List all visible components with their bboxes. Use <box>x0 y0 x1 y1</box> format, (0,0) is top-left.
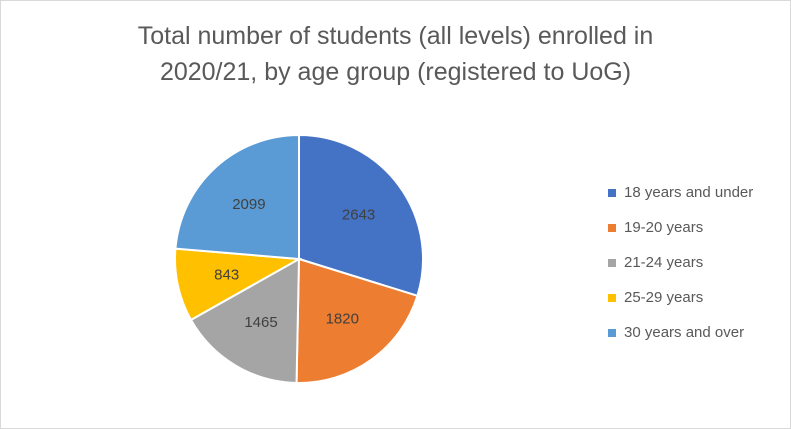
data-label-21-24: 1465 <box>244 314 277 331</box>
pie-slice-19-20 <box>295 257 419 384</box>
legend-item-30-and-over: 30 years and over <box>608 315 753 350</box>
legend-swatch-25-29 <box>608 294 616 302</box>
data-label-25-29: 843 <box>214 266 239 283</box>
legend-label-18-and-under: 18 years and under <box>624 184 754 201</box>
legend-item-25-29: 25-29 years <box>608 280 753 315</box>
data-label-18-and-under: 2643 <box>342 207 375 224</box>
pie-slice-21-24 <box>189 257 301 384</box>
chart-title-line-2: 2020/21, by age group (registered to UoG… <box>159 58 632 86</box>
data-label-19-20: 1820 <box>326 311 359 328</box>
legend-label-30-and-over: 30 years and over <box>624 324 745 341</box>
legend-swatch-18-and-under <box>608 189 616 197</box>
legend-item-21-24: 21-24 years <box>608 245 753 280</box>
data-label-30-and-over: 2099 <box>232 196 265 213</box>
chart-legend: 18 years and under 19-20 years 21-24 years… <box>608 175 753 350</box>
legend-swatch-19-20 <box>608 224 616 232</box>
legend-label-19-20: 19-20 years <box>624 219 704 236</box>
pie-slice-18-and-under <box>298 133 424 298</box>
legend-label-25-29: 25-29 years <box>624 289 704 306</box>
pie-slice-30-and-over <box>174 133 300 261</box>
legend-item-19-20: 19-20 years <box>608 210 753 245</box>
legend-item-18-and-under: 18 years and under <box>608 175 753 210</box>
legend-swatch-21-24 <box>608 259 616 267</box>
legend-label-21-24: 21-24 years <box>624 254 704 271</box>
chart-title-line-1: Total number of students (all levels) en… <box>137 22 654 50</box>
chart-title: Total number of students (all levels) en… <box>0 18 791 90</box>
legend-swatch-30-and-over <box>608 329 616 337</box>
